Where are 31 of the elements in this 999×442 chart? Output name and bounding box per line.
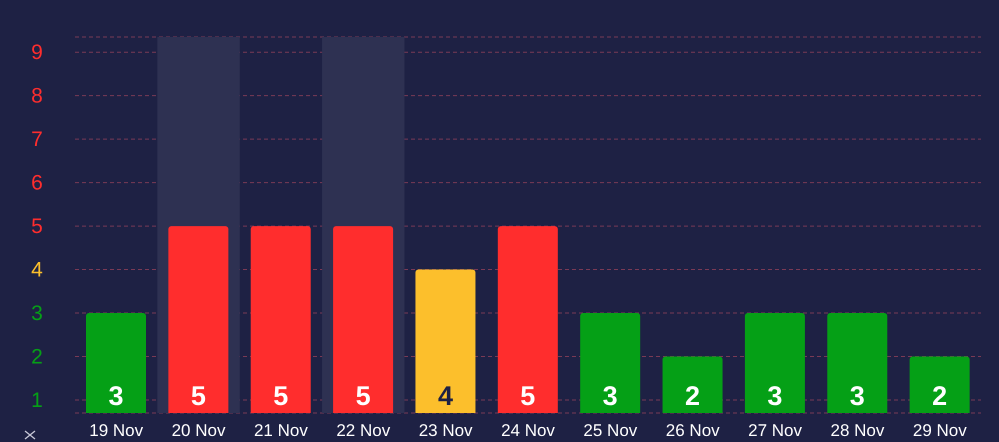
data-label: 3 bbox=[602, 381, 618, 411]
y-tick-label: 6 bbox=[31, 172, 43, 195]
x-tick-label: 28 Nov bbox=[830, 421, 885, 440]
data-label: 5 bbox=[273, 381, 288, 411]
y-tick-label: 8 bbox=[31, 84, 43, 108]
y-tick-label: 9 bbox=[31, 41, 43, 64]
x-tick-label: 29 Nov bbox=[912, 421, 968, 440]
y-tick-label: 4 bbox=[31, 258, 44, 282]
data-label: 3 bbox=[108, 381, 124, 411]
data-label: 2 bbox=[685, 381, 700, 411]
y-tick-label: 7 bbox=[31, 128, 43, 152]
data-label: 2 bbox=[932, 381, 948, 411]
y-tick-label: 5 bbox=[31, 215, 43, 238]
y-tick-label: 1 bbox=[31, 388, 43, 412]
x-tick-label: 21 Nov bbox=[254, 421, 308, 440]
x-tick-label: 23 Nov bbox=[418, 421, 474, 440]
data-label: 3 bbox=[850, 381, 865, 411]
data-label: 3 bbox=[767, 381, 782, 411]
x-tick-label: 24 Nov bbox=[501, 421, 556, 440]
x-tick-label: 26 Nov bbox=[666, 421, 720, 440]
y-tick-label: 2 bbox=[31, 345, 43, 368]
data-label: 5 bbox=[190, 381, 206, 411]
data-label: 5 bbox=[520, 381, 536, 411]
y-tick-label: 3 bbox=[31, 302, 43, 326]
x-tick-label: 20 Nov bbox=[172, 421, 226, 440]
x-tick-label: 22 Nov bbox=[336, 421, 391, 440]
x-tick-label: 27 Nov bbox=[748, 421, 803, 440]
data-label: 5 bbox=[356, 381, 371, 411]
data-label: 4 bbox=[438, 381, 453, 411]
x-tick-label: 19 Nov bbox=[89, 421, 144, 440]
x-tick-label: 25 Nov bbox=[583, 421, 638, 440]
